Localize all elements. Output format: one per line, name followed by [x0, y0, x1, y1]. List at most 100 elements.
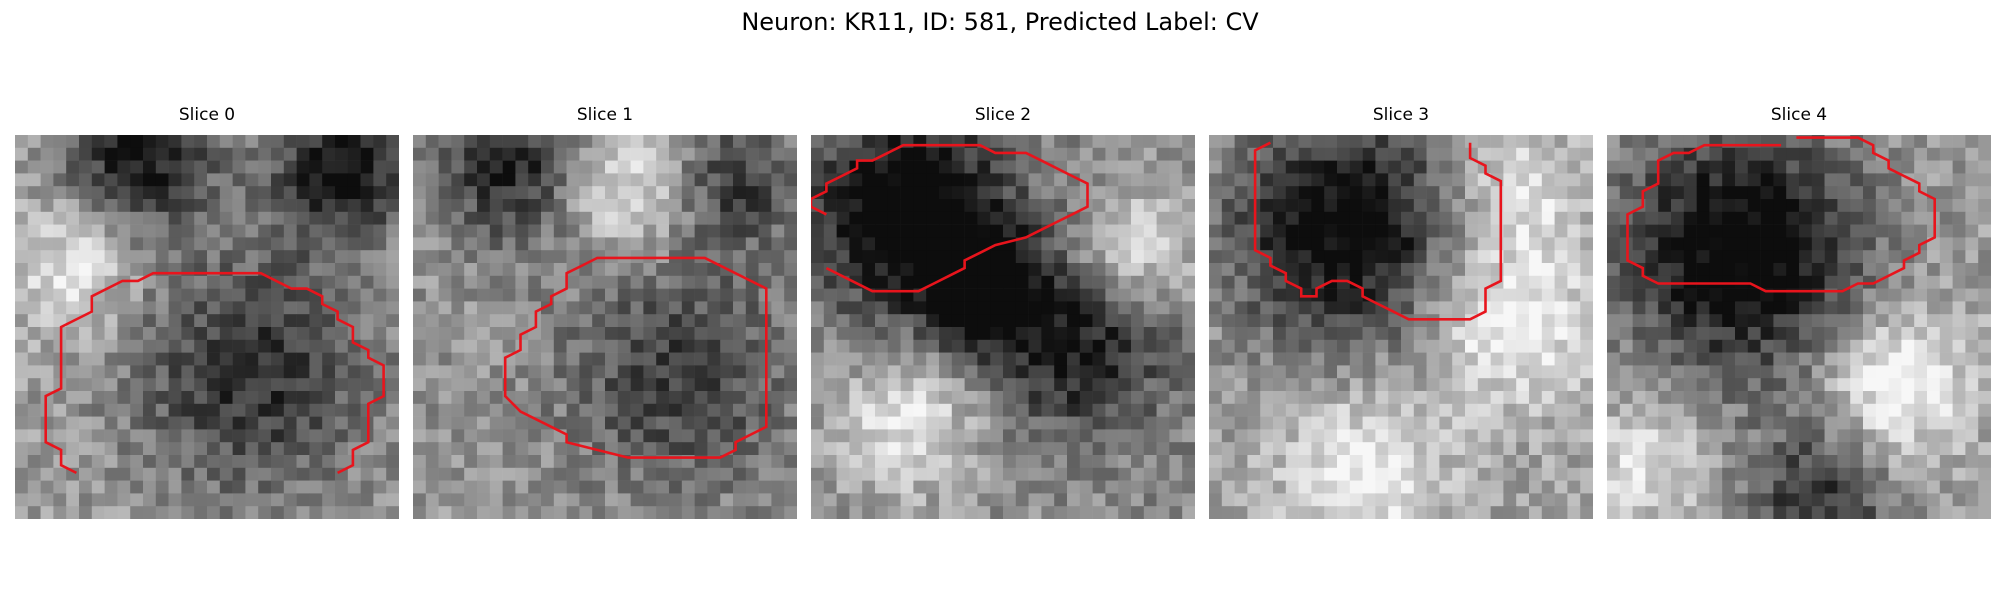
pixel — [553, 288, 567, 302]
pixel — [155, 339, 169, 353]
pixel — [1247, 288, 1261, 302]
pixel — [579, 403, 593, 417]
pixel — [15, 211, 29, 225]
pixel — [990, 263, 1004, 277]
pixel — [335, 467, 349, 481]
pixel — [27, 186, 41, 200]
pixel — [117, 378, 131, 392]
pixel — [939, 455, 953, 469]
pixel — [1696, 416, 1710, 430]
pixel — [155, 237, 169, 251]
pixel — [720, 391, 734, 405]
pixel — [1182, 250, 1195, 264]
pixel — [1901, 391, 1915, 405]
pixel — [1709, 301, 1723, 315]
pixel — [1465, 301, 1479, 315]
pixel — [117, 211, 131, 225]
pixel — [707, 237, 721, 251]
pixel — [605, 416, 619, 430]
pixel — [990, 442, 1004, 456]
pixel — [553, 506, 567, 519]
slice-image-4 — [1607, 135, 1991, 519]
pixel — [1234, 250, 1248, 264]
pixel — [1516, 173, 1530, 187]
pixel — [605, 173, 619, 187]
pixel — [553, 211, 567, 225]
pixel — [964, 403, 978, 417]
pixel — [758, 199, 772, 213]
pixel — [1452, 365, 1466, 379]
pixel — [15, 199, 29, 213]
pixel — [1554, 327, 1568, 341]
pixel — [515, 442, 529, 456]
pixel — [1362, 173, 1376, 187]
pixel — [1799, 429, 1813, 443]
pixel — [1875, 301, 1889, 315]
pixel — [1901, 314, 1915, 328]
pixel — [1529, 186, 1543, 200]
pixel — [1169, 275, 1183, 289]
pixel — [386, 416, 399, 430]
pixel — [1658, 224, 1672, 238]
pixel — [1169, 199, 1183, 213]
pixel — [977, 352, 991, 366]
pixel — [1131, 301, 1145, 315]
pixel — [1401, 237, 1415, 251]
pixel — [515, 429, 529, 443]
pixel — [1285, 365, 1299, 379]
pixel — [1709, 199, 1723, 213]
pixel — [1015, 263, 1029, 277]
pixel — [1554, 135, 1568, 149]
pixel — [1234, 480, 1248, 494]
pixel — [1875, 263, 1889, 277]
pixel — [322, 391, 336, 405]
pixel — [1477, 467, 1491, 481]
pixel — [1811, 199, 1825, 213]
pixel — [155, 147, 169, 161]
pixel — [1927, 455, 1941, 469]
pixel — [733, 314, 747, 328]
pixel — [1092, 442, 1106, 456]
pixel — [386, 314, 399, 328]
pixel — [1054, 403, 1068, 417]
pixel — [1337, 173, 1351, 187]
pixel — [643, 135, 657, 149]
pixel — [1105, 442, 1119, 456]
pixel — [232, 429, 246, 443]
pixel — [1747, 467, 1761, 481]
pixel — [1041, 199, 1055, 213]
pixel — [656, 199, 670, 213]
pixel — [386, 186, 399, 200]
pixel — [1760, 403, 1774, 417]
pixel — [15, 455, 29, 469]
pixel — [656, 160, 670, 174]
pixel — [1965, 186, 1979, 200]
pixel — [1696, 173, 1710, 187]
pixel — [438, 237, 452, 251]
pixel — [1735, 442, 1749, 456]
pixel — [1722, 391, 1736, 405]
pixel — [1567, 173, 1581, 187]
pixel — [1324, 314, 1338, 328]
pixel — [168, 288, 182, 302]
pixel — [1324, 352, 1338, 366]
pixel — [1247, 365, 1261, 379]
pixel — [245, 455, 259, 469]
pixel — [1914, 301, 1928, 315]
pixel — [1632, 455, 1646, 469]
pixel — [1914, 263, 1928, 277]
pixel — [1234, 160, 1248, 174]
pixel — [489, 186, 503, 200]
pixel — [27, 467, 41, 481]
pixel — [1683, 199, 1697, 213]
pixel — [875, 224, 889, 238]
pixel — [913, 186, 927, 200]
pixel — [232, 199, 246, 213]
pixel — [1375, 224, 1389, 238]
pixel — [1490, 455, 1504, 469]
pixel — [1273, 327, 1287, 341]
pixel — [1799, 391, 1813, 405]
pixel — [181, 403, 195, 417]
pixel — [1401, 147, 1415, 161]
pixel — [1888, 250, 1902, 264]
